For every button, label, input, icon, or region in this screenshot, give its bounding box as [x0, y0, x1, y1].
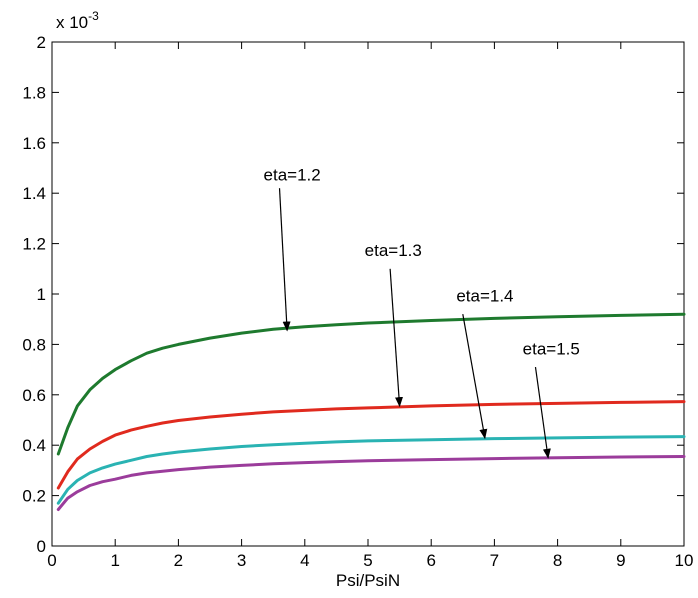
y-axis-multiplier: x 10-3	[56, 9, 99, 32]
y-tick-label: 1.8	[22, 83, 46, 102]
x-tick-label: 1	[110, 551, 119, 570]
y-tick-label: 1.2	[22, 235, 46, 254]
x-tick-label: 2	[174, 551, 183, 570]
x-tick-label: 9	[616, 551, 625, 570]
y-tick-label: 1	[37, 285, 46, 304]
y-tick-label: 1.4	[22, 184, 46, 203]
y-tick-label: 0.8	[22, 335, 46, 354]
annotation-layer: eta=1.2 eta=1.3 eta=1.4 eta=1.5	[264, 166, 580, 459]
y-tick-label: 0	[37, 537, 46, 556]
y-multiplier-base: x 10	[56, 13, 88, 32]
axes-box	[51, 41, 685, 547]
x-tick-label: 5	[363, 551, 372, 570]
series-layer	[56, 312, 686, 511]
annotation-label: eta=1.2	[264, 166, 321, 185]
y-tick-label: 1.6	[22, 134, 46, 153]
y-tick-label: 0.2	[22, 487, 46, 506]
y-tick-label: 0.6	[22, 386, 46, 405]
series-line-3	[56, 435, 686, 505]
annotation-arrow	[278, 188, 291, 332]
x-tick-label: 10	[675, 551, 694, 570]
annotation-arrow	[462, 314, 488, 440]
annotation-label: eta=1.3	[365, 241, 422, 260]
x-tick-label: 0	[47, 551, 56, 570]
y-axis-ticks: 0 0.2 0.4 0.6 0.8 1 1.2 1.4 1.6 1.8 2	[22, 33, 684, 556]
annotation-arrow	[534, 366, 551, 459]
x-tick-label: 4	[300, 551, 309, 570]
y-tick-label: 2	[37, 33, 46, 52]
x-tick-label: 3	[237, 551, 246, 570]
series-line-1	[56, 312, 686, 456]
x-tick-label: 8	[553, 551, 562, 570]
x-axis-ticks: 0 1 2 3 4 5 6 7 8 9 10	[47, 42, 693, 570]
x-tick-label: 6	[426, 551, 435, 570]
x-axis-label: Psi/PsiN	[336, 571, 400, 590]
annotation-label: eta=1.5	[523, 339, 580, 358]
x-tick-label: 7	[490, 551, 499, 570]
plot-area	[51, 41, 685, 547]
series-line-4	[56, 455, 686, 511]
y-tick-label: 0.4	[22, 436, 46, 455]
y-multiplier-exponent: -3	[88, 9, 99, 23]
annotation-arrow	[389, 268, 403, 408]
annotation-label: eta=1.4	[456, 287, 513, 306]
series-line-2	[56, 400, 686, 490]
